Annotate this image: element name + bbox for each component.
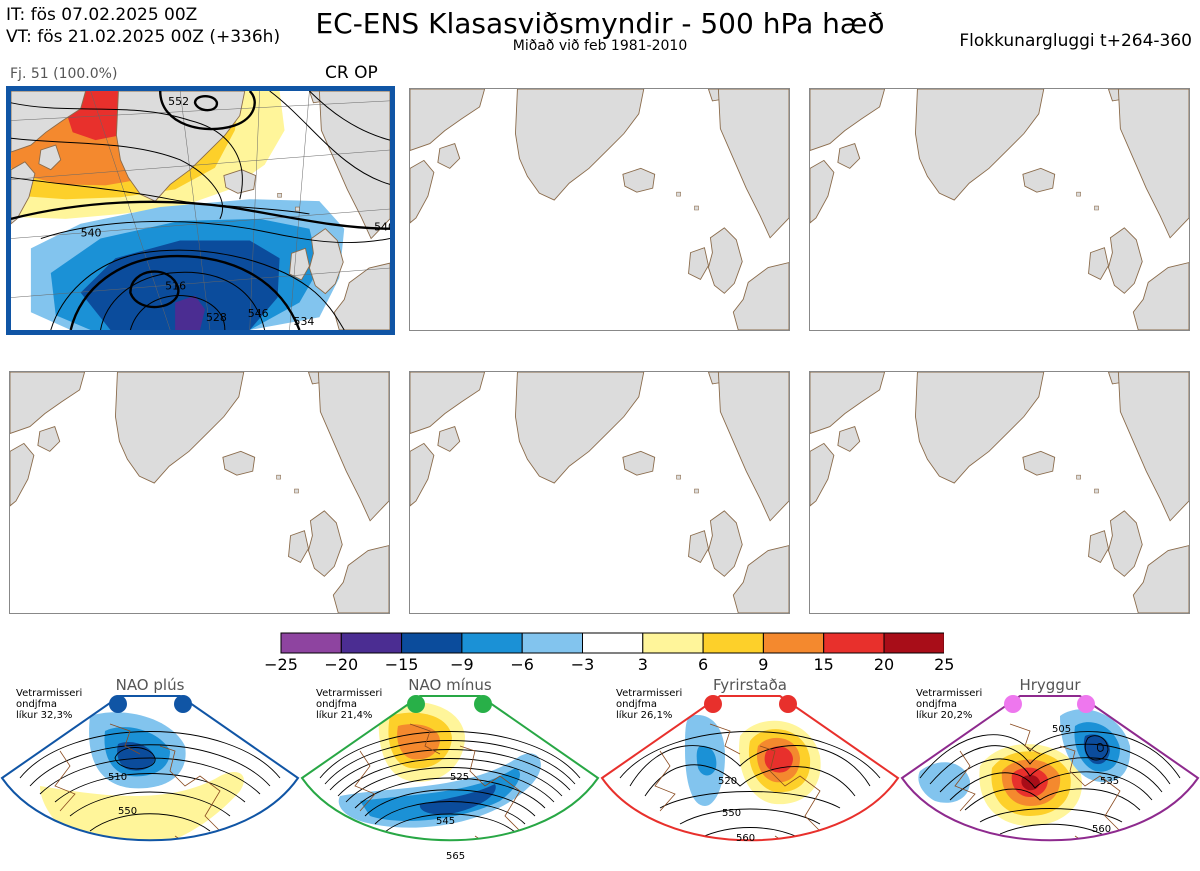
contour-label: 528 [206,311,227,324]
contour-label: 565 [446,851,465,862]
regime-nao-plus-map: 510 550 [0,695,300,842]
colorbar-segment [521,632,583,654]
colorbar-segment [280,632,342,654]
regime-name: NAO plús [115,676,185,694]
colorbar-segment [823,632,885,654]
colorbar-segment [401,632,463,654]
colorbar-segment [642,632,704,654]
colorbar-tick-label: −15 [384,655,419,674]
colorbar-tick-label: 6 [698,655,709,674]
page-title: EC-ENS Klasasviðsmyndir - 500 hPa hæð [315,7,885,40]
contour-label: 545 [436,816,455,827]
contour-label: 560 [736,833,755,844]
regime-probability: Vetrarmisseri ondjfma líkur 21,4% [316,688,383,721]
regime-center-dot [1004,695,1022,713]
cluster-5-map [410,372,789,613]
regime-probability: Vetrarmisseri ondjfma líkur 26,1% [616,688,683,721]
contour-label: 550 [722,808,741,819]
anomaly-colorbar [280,632,944,654]
cluster-1-map: 552 516 540 528 546 534 540 [11,91,390,330]
contour-label: 534 [294,315,315,328]
regime-probability: Vetrarmisseri ondjfma líkur 32,3% [16,688,83,721]
cluster-map-panel-3[interactable] [809,88,1190,331]
colorbar-segment [883,632,944,654]
header-times: IT: fös 07.02.2025 00Z VT: fös 21.02.202… [6,4,280,48]
cluster-map-panel-6[interactable] [809,371,1190,614]
contour-label: 560 [1092,824,1111,835]
cluster-map-panel-2[interactable] [409,88,790,331]
regime-center-dot [779,695,797,713]
regime-name: Fyrirstaða [713,676,787,694]
contour-label: 505 [1052,724,1071,735]
colorbar-tick-label: 25 [934,655,955,674]
colorbar-tick-label: −9 [450,655,474,674]
colorbar-tick-label: −6 [510,655,534,674]
colorbar-tick-label: 20 [873,655,895,674]
colorbar-tick-label: 15 [813,655,834,674]
regime-name: Hryggur [1019,676,1081,694]
page-subtitle: Miðað við feb 1981-2010 [512,38,688,54]
regime-ridge-map: 505 535 560 [900,695,1200,842]
colorbar-tick-label: −25 [264,655,298,674]
colorbar-segment [461,632,523,654]
regime-center-dot [174,695,192,713]
contour-label: 540 [374,221,390,234]
cluster-map-panel-4[interactable] [9,371,390,614]
contour-label: 546 [248,307,269,320]
colorbar-tick-label: 9 [758,655,769,674]
regime-nao-minus: NAO mínus Vetrarmisseri ondjfma líkur 21… [300,676,600,871]
regime-blocking-map: 520 550 560 [600,695,900,844]
regime-probability: Vetrarmisseri ondjfma líkur 20,2% [916,688,983,721]
regime-ridge: Hryggur Vetrarmisseri ondjfma líkur 20,2… [900,676,1200,871]
regime-center-dot [109,695,127,713]
contour-label: 540 [81,227,102,240]
contour-label: 516 [165,280,186,293]
contour-label: 535 [1100,776,1119,787]
cluster-member-label: Fj. 51 (100.0%) [10,66,118,82]
contour-label: 550 [118,806,137,817]
valid-time: VT: fös 21.02.2025 00Z (+336h) [6,27,281,47]
contour-label: 520 [718,776,737,787]
regime-center-dot [407,695,425,713]
cluster-3-map [810,89,1189,330]
contour-label: 525 [450,772,469,783]
regime-blocking: Fyrirstaða Vetrarmisseri ondjfma líkur 2… [600,676,900,871]
init-time: IT: fös 07.02.2025 00Z [6,5,198,25]
regime-center-dot [704,695,722,713]
regime-nao-plus: NAO plús Vetrarmisseri ondjfma líkur 32,… [0,676,300,871]
colorbar-segment [762,632,825,654]
regime-name: NAO mínus [408,676,492,694]
colorbar-tick-label: −3 [570,655,595,674]
colorbar-tick-label: −20 [324,655,359,674]
regime-center-dot [474,695,492,713]
colorbar-segment [702,632,764,654]
cluster-map-panel-1[interactable]: 552 516 540 528 546 534 540 [6,86,395,335]
cluster-map-panel-5[interactable] [409,371,790,614]
colorbar-ticks: −25 −20 −15 −9 −6 −3 3 6 9 15 20 25 [260,655,960,675]
cluster-4-map [10,372,389,613]
regime-center-dot [1077,695,1095,713]
cluster-2-map [410,89,789,330]
colorbar-tick-label: 3 [637,655,648,674]
regime-nao-minus-map: 525 545 565 [300,695,600,862]
colorbar-segment [582,632,644,654]
cluster-window-label: Flokkunargluggi t+264-360 [959,31,1192,51]
contour-label: 510 [108,772,127,783]
cluster-6-map [810,372,1189,613]
operational-label: CR OP [325,63,378,83]
contour-label: 552 [168,95,189,108]
colorbar-segment [340,632,403,654]
